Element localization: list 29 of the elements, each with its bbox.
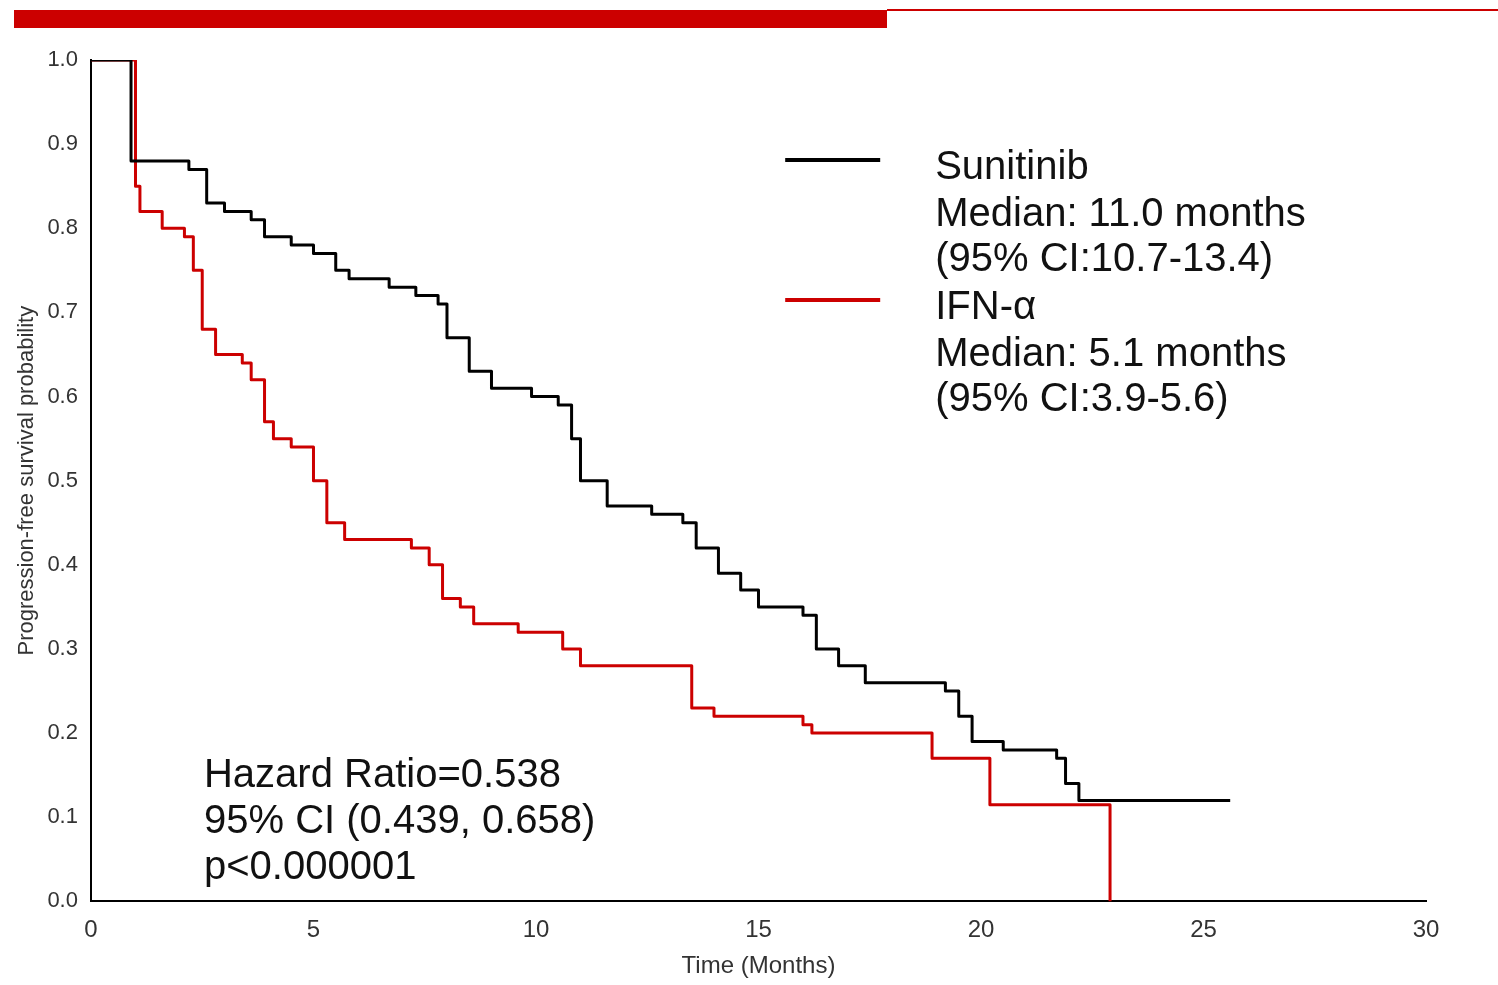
x-tick-label: 25 [1190, 915, 1217, 943]
y-axis-title: Progression-free survival probability [13, 305, 39, 656]
y-tick-label: 1.0 [47, 46, 78, 72]
annotation: (95% CI:10.7-13.4) [935, 235, 1274, 280]
legend-label: Sunitinib [935, 143, 1089, 188]
x-tick-label: 30 [1412, 915, 1440, 943]
x-tick-label: 15 [745, 915, 772, 943]
annotation: p<0.000001 [203, 843, 417, 888]
x-tick-label: 5 [306, 915, 321, 943]
y-tick-label: 0.0 [47, 887, 78, 913]
y-tick-label: 0.9 [47, 130, 78, 156]
y-tick-label: 0.3 [47, 635, 78, 661]
annotation: (95% CI:3.9-5.6) [935, 375, 1229, 420]
x-axis-title: Time (Months) [681, 951, 836, 979]
y-tick-label: 0.7 [47, 298, 78, 324]
y-tick-label: 0.4 [47, 550, 78, 576]
annotation: Median: 11.0 months [935, 190, 1306, 235]
x-tick-label: 10 [522, 915, 550, 943]
legend-label: IFN-α [935, 283, 1037, 328]
y-tick-label: 0.5 [47, 466, 78, 492]
y-tick-label: 0.1 [47, 803, 78, 829]
annotation: 95% CI (0.439, 0.658) [203, 797, 596, 842]
annotation: Median: 5.1 months [935, 330, 1287, 375]
y-tick-label: 0.8 [47, 214, 78, 240]
y-tick-label: 0.2 [47, 719, 78, 745]
y-tick-label: 0.6 [47, 382, 78, 408]
annotation: Hazard Ratio=0.538 [203, 751, 561, 796]
x-tick-label: 0 [84, 915, 98, 943]
x-tick-label: 20 [967, 915, 995, 943]
